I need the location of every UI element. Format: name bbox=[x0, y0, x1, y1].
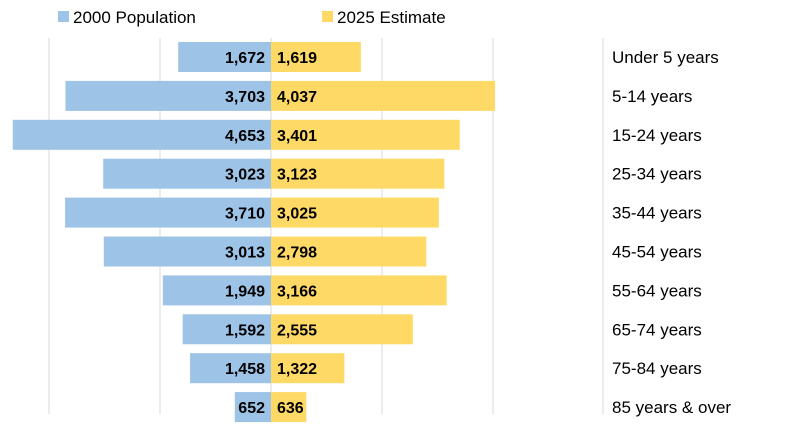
bar-2000-population-65-74-years bbox=[182, 314, 271, 345]
value-label-2025-estimate-85-years-and-over: 636 bbox=[277, 400, 304, 417]
category-label-35-44-years: 35-44 years bbox=[612, 204, 702, 223]
value-label-2025-estimate-35-44-years: 3,025 bbox=[277, 206, 317, 223]
bar-2025-estimate-15-24-years bbox=[271, 119, 460, 150]
category-label-25-34-years: 25-34 years bbox=[612, 165, 702, 184]
value-label-2000-population-25-34-years: 3,023 bbox=[225, 167, 265, 184]
bar-2025-estimate-25-34-years bbox=[271, 158, 445, 189]
category-label-5-14-years: 5-14 years bbox=[612, 87, 692, 106]
bar-2000-population-45-54-years bbox=[103, 236, 271, 267]
bar-2000-population-55-64-years bbox=[162, 275, 271, 306]
bar-2000-population-35-44-years bbox=[65, 197, 271, 228]
bar-2025-estimate-75-84-years bbox=[271, 353, 345, 384]
value-label-2025-estimate-25-34-years: 3,123 bbox=[277, 167, 317, 184]
value-label-2025-estimate-5-14-years: 4,037 bbox=[277, 89, 317, 106]
bar-2000-population-15-24-years bbox=[12, 119, 271, 150]
category-labels: Under 5 years 5-14 years 15-24 years 25-34 … bbox=[612, 48, 731, 417]
bar-2025-estimate-45-54-years bbox=[271, 236, 427, 267]
bar-2025-estimate-5-14-years bbox=[271, 80, 496, 111]
legend: 2000 Population 2025 Estimate bbox=[58, 8, 446, 27]
value-label-2000-population-35-44-years: 3,710 bbox=[225, 206, 265, 223]
bar-2025-estimate-65-74-years bbox=[271, 314, 413, 345]
bar-2025-estimate-35-44-years bbox=[271, 197, 439, 228]
category-label-15-24-years: 15-24 years bbox=[612, 126, 702, 145]
bar-2000-population-under-5-years bbox=[178, 42, 271, 72]
bar-2000-population-5-14-years bbox=[65, 80, 272, 111]
value-label-2025-estimate-75-84-years: 1,322 bbox=[277, 361, 317, 378]
value-labels: 1,672 1,619 3,703 4,037 4,653 3,401 3,023 3,123… bbox=[225, 50, 317, 417]
bar-2025-estimate-under-5-years bbox=[271, 42, 361, 72]
bar-2025-estimate-85-years-and-over bbox=[271, 392, 307, 423]
legend-swatch-2025-estimate bbox=[322, 11, 333, 22]
category-label-45-54-years: 45-54 years bbox=[612, 243, 702, 262]
bar-2000-population-25-34-years bbox=[103, 158, 271, 189]
category-label-75-84-years: 75-84 years bbox=[612, 359, 702, 378]
legend-swatch-2000-population bbox=[58, 11, 69, 22]
value-label-2025-estimate-under-5-years: 1,619 bbox=[277, 50, 317, 67]
bars bbox=[12, 42, 496, 423]
value-label-2000-population-75-84-years: 1,458 bbox=[225, 361, 265, 378]
value-label-2025-estimate-55-64-years: 3,166 bbox=[277, 283, 317, 300]
value-label-2025-estimate-65-74-years: 2,555 bbox=[277, 322, 317, 339]
value-label-2025-estimate-45-54-years: 2,798 bbox=[277, 245, 317, 262]
bar-2000-population-85-years-and-over bbox=[234, 392, 271, 423]
value-label-2000-population-55-64-years: 1,949 bbox=[225, 283, 265, 300]
legend-label-2025-estimate: 2025 Estimate bbox=[337, 8, 446, 27]
value-label-2025-estimate-15-24-years: 3,401 bbox=[277, 128, 317, 145]
value-label-2000-population-65-74-years: 1,592 bbox=[225, 322, 265, 339]
bar-2025-estimate-55-64-years bbox=[271, 275, 447, 306]
value-label-2000-population-5-14-years: 3,703 bbox=[225, 89, 265, 106]
category-label-under-5-years: Under 5 years bbox=[612, 48, 719, 67]
value-label-2000-population-15-24-years: 4,653 bbox=[225, 128, 265, 145]
category-label-65-74-years: 65-74 years bbox=[612, 320, 702, 339]
value-label-2000-population-45-54-years: 3,013 bbox=[225, 245, 265, 262]
bar-2000-population-75-84-years bbox=[190, 353, 271, 384]
value-label-2000-population-under-5-years: 1,672 bbox=[225, 50, 265, 67]
category-label-85-years-and-over: 85 years & over bbox=[612, 398, 731, 417]
category-label-55-64-years: 55-64 years bbox=[612, 281, 702, 300]
value-label-2000-population-85-years-and-over: 652 bbox=[238, 400, 265, 417]
legend-label-2000-population: 2000 Population bbox=[73, 8, 196, 27]
